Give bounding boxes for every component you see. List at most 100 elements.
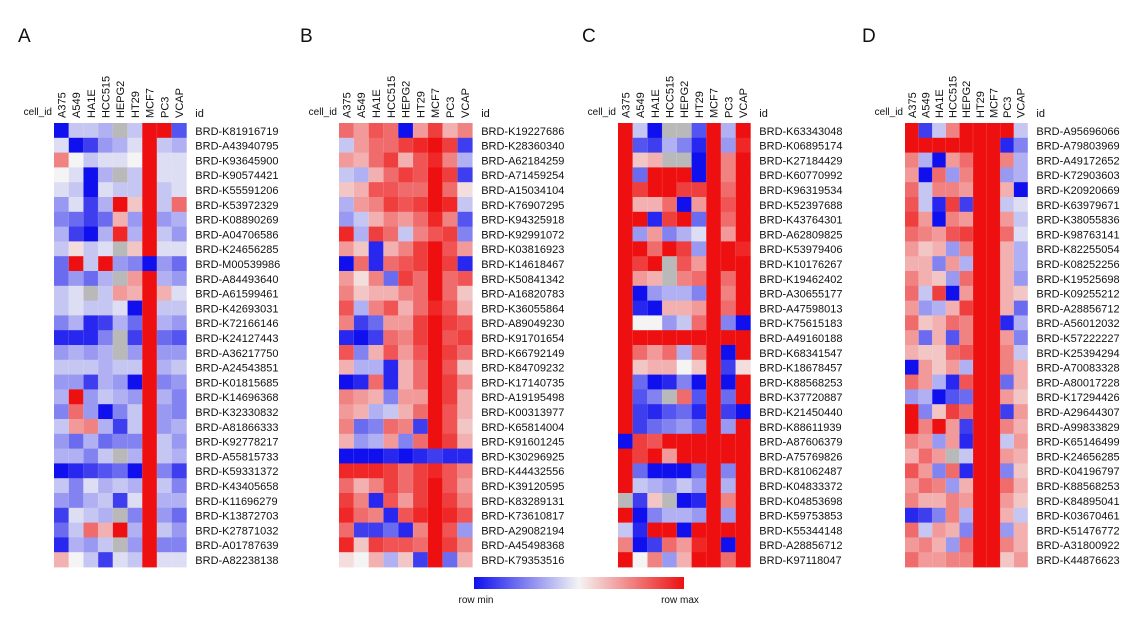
heatmap-cell: [83, 285, 99, 301]
row-id-label: BRD-K25394294: [1036, 348, 1119, 360]
heatmap-cell: [112, 537, 128, 553]
heatmap-cell: [986, 537, 1001, 553]
heatmap-cell: [457, 478, 473, 494]
heatmap-cell: [398, 507, 414, 523]
heatmap-cell: [98, 241, 114, 257]
row-id-label: BRD-A49160188: [759, 333, 842, 345]
heatmap-cell: [618, 522, 634, 538]
heatmap-cell: [112, 522, 128, 538]
heatmap-cell: [973, 419, 987, 435]
heatmap-cell: [457, 493, 473, 509]
heatmap-cell: [98, 478, 114, 494]
heatmap-cell: [735, 404, 751, 420]
heatmap-cell: [945, 256, 960, 272]
row-id-label: BRD-K28360340: [481, 141, 564, 153]
heatmap-cell: [986, 330, 1001, 346]
heatmap-cell: [413, 507, 429, 523]
heatmap-cell: [427, 152, 443, 168]
heatmap-cell: [973, 478, 987, 494]
heatmap-cell: [112, 433, 128, 449]
heatmap-cell: [98, 463, 114, 479]
heatmap-cell: [973, 256, 987, 272]
heatmap-cell: [83, 152, 99, 168]
heatmap-cell: [68, 182, 84, 198]
heatmap-cell: [398, 493, 414, 509]
heatmap-cell: [127, 315, 143, 331]
heatmap-cell: [353, 182, 369, 198]
heatmap-cell: [676, 211, 692, 227]
column-label: A549: [635, 92, 647, 118]
heatmap-cell: [662, 419, 678, 435]
row-id-label: BRD-K01815685: [195, 377, 278, 389]
heatmap-cell: [142, 433, 158, 449]
heatmap-cell: [720, 359, 736, 375]
heatmap-cell: [1013, 552, 1028, 568]
heatmap-cell: [398, 404, 414, 420]
heatmap-cell: [918, 522, 933, 538]
heatmap-cell: [398, 226, 414, 242]
heatmap-cell: [398, 137, 414, 153]
heatmap-cell: [83, 493, 99, 509]
heatmap-cell: [945, 211, 960, 227]
heatmap-cell: [706, 419, 722, 435]
row-id-label: BRD-M00539986: [195, 259, 280, 271]
heatmap-cell: [662, 271, 678, 287]
heatmap-cell: [691, 433, 707, 449]
heatmap-cell: [647, 493, 663, 509]
heatmap-cell: [383, 359, 399, 375]
heatmap-cell: [973, 285, 987, 301]
heatmap-cell: [398, 419, 414, 435]
row-id-label: BRD-A79803969: [1036, 141, 1119, 153]
heatmap-cell: [618, 330, 634, 346]
heatmap-cell: [457, 359, 473, 375]
heatmap-cell: [932, 404, 947, 420]
heatmap-cell: [676, 433, 692, 449]
heatmap-cell: [54, 552, 70, 568]
row-id-label: BRD-A82238138: [195, 555, 278, 567]
heatmap-cell: [127, 507, 143, 523]
panel-label: C: [582, 26, 596, 47]
heatmap-cell: [142, 419, 158, 435]
heatmap-cell: [647, 315, 663, 331]
heatmap-cell: [706, 522, 722, 538]
heatmap-cell: [427, 300, 443, 316]
heatmap-cell: [662, 182, 678, 198]
heatmap-cell: [127, 419, 143, 435]
heatmap-cell: [662, 359, 678, 375]
heatmap-cell: [142, 507, 158, 523]
heatmap-cell: [1000, 256, 1015, 272]
heatmap-cell: [413, 197, 429, 213]
row-id-label: BRD-K91701654: [481, 333, 564, 345]
heatmap-cell: [457, 137, 473, 153]
heatmap-cell: [647, 123, 663, 139]
heatmap-cell: [413, 256, 429, 272]
heatmap-cell: [706, 197, 722, 213]
heatmap-cell: [368, 374, 384, 390]
heatmap-cell: [383, 345, 399, 361]
heatmap-cell: [720, 463, 736, 479]
column-label: HA1E: [650, 89, 662, 118]
heatmap-cell: [54, 478, 70, 494]
heatmap-cell: [618, 374, 634, 390]
heatmap-cell: [413, 167, 429, 183]
heatmap-cell: [986, 419, 1001, 435]
heatmap-cell: [632, 256, 648, 272]
heatmap-cell: [706, 300, 722, 316]
heatmap-cell: [618, 552, 634, 568]
heatmap-cell: [398, 448, 414, 464]
heatmap-cell: [973, 507, 987, 523]
heatmap-cell: [413, 271, 429, 287]
row-id-label: BRD-K19462402: [759, 274, 842, 286]
column-label: A375: [620, 92, 632, 118]
heatmap-cell: [83, 537, 99, 553]
heatmap-cell: [171, 182, 187, 198]
row-id-label: BRD-K44876623: [1036, 555, 1119, 567]
row-id-label: BRD-A80017228: [1036, 377, 1119, 389]
heatmap-cell: [98, 389, 114, 405]
column-label: PC3: [445, 97, 457, 118]
heatmap-cell: [618, 404, 634, 420]
heatmap-cell: [398, 537, 414, 553]
row-id-label: BRD-K14696368: [195, 392, 278, 404]
heatmap-cell: [720, 374, 736, 390]
heatmap-cell: [735, 433, 751, 449]
